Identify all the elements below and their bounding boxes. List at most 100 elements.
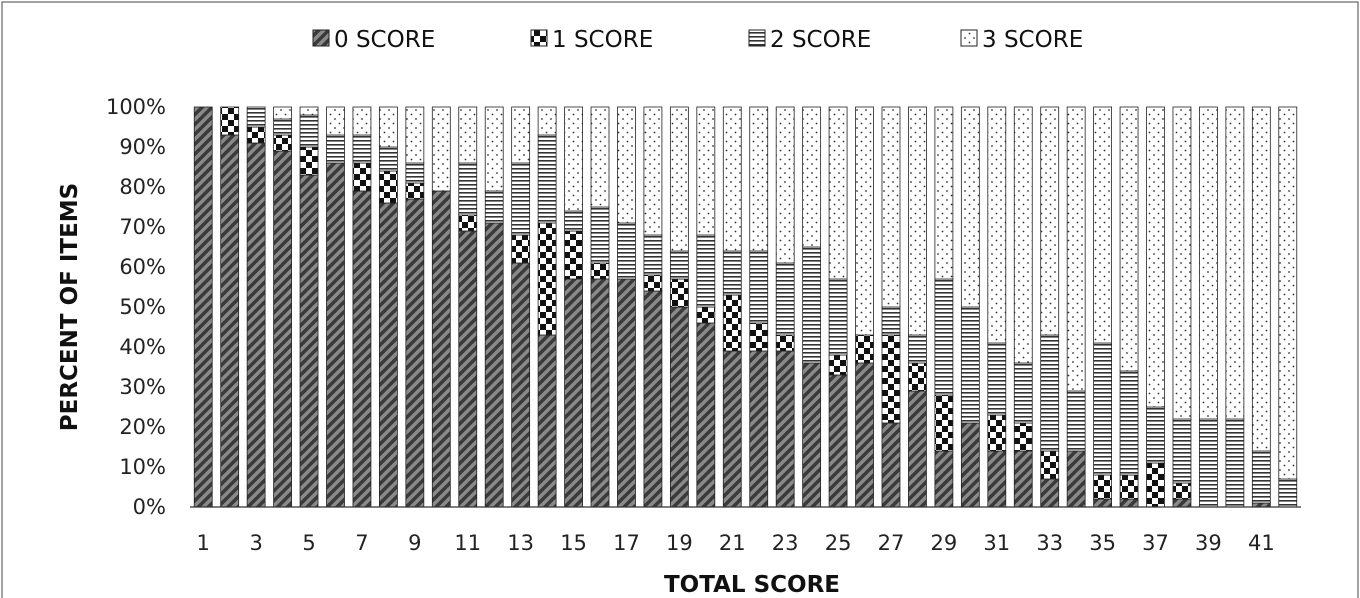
bar-segment-1-score xyxy=(722,294,742,352)
y-tick-label: 90% xyxy=(119,135,166,159)
bar-segment-1-score xyxy=(934,394,954,452)
bar-segment-1-score xyxy=(1172,482,1192,500)
bar-stack xyxy=(220,106,240,508)
bar-stack xyxy=(1199,106,1218,508)
y-tick-label: 60% xyxy=(119,255,166,279)
bar-segment-3-score xyxy=(908,106,927,336)
bar-stack xyxy=(987,106,1007,508)
bar-segment-1-score xyxy=(643,274,663,292)
legend-label-0-score: 0 SCORE xyxy=(334,27,435,53)
bar-segment-1-score xyxy=(352,162,372,192)
bar-segment-0-score xyxy=(484,222,504,508)
x-tick-label: 29 xyxy=(931,531,958,555)
x-tick-label: 7 xyxy=(355,531,368,555)
x-axis-title: TOTAL SCORE xyxy=(664,572,840,598)
y-tick-label: 0% xyxy=(133,495,166,519)
bar-stack xyxy=(299,106,319,508)
bar-segment-2-score xyxy=(1093,342,1113,476)
bar-segment-3-score xyxy=(643,106,663,236)
x-tick-label: 41 xyxy=(1248,531,1275,555)
x-tick-label: 27 xyxy=(878,531,905,555)
bar-segment-3-score xyxy=(1013,106,1033,364)
bar-segment-0-score xyxy=(908,390,927,508)
bar-segment-1-score xyxy=(881,334,901,424)
bar-segment-3-score xyxy=(1146,106,1165,408)
bar-segment-0-score xyxy=(643,290,663,508)
y-tick-label: 10% xyxy=(119,455,166,479)
bar-segment-3-score xyxy=(1040,106,1060,336)
bar-stack xyxy=(617,106,636,508)
bar-segment-1-score xyxy=(564,230,583,280)
bar-segment-2-score xyxy=(669,250,689,280)
y-tick-label: 50% xyxy=(119,295,166,319)
bar-stack xyxy=(1093,106,1113,508)
bar-segment-0-score xyxy=(273,150,292,508)
bar-segment-1-score xyxy=(299,146,319,176)
bar-segment-2-score xyxy=(299,114,319,148)
bar-segment-0-score xyxy=(299,174,319,508)
bar-segment-1-score xyxy=(987,414,1007,452)
bar-segment-1-score xyxy=(378,170,398,204)
bar-segment-0-score xyxy=(934,450,954,508)
bar-segment-2-score xyxy=(564,210,583,232)
bar-segment-2-score xyxy=(828,278,848,356)
legend-swatch-2-score xyxy=(748,29,766,47)
bar-segment-1-score xyxy=(908,362,927,392)
legend-item-0-score: 0 SCORE xyxy=(312,27,435,53)
bar-segment-1-score xyxy=(590,262,610,280)
x-tick-label: 35 xyxy=(1089,531,1116,555)
bar-segment-3-score xyxy=(590,106,610,208)
x-tick-label: 31 xyxy=(983,531,1010,555)
bar-segment-3-score xyxy=(828,106,848,280)
bar-segment-3-score xyxy=(1225,106,1245,420)
bar-segment-0-score xyxy=(378,202,398,508)
bar-stack xyxy=(273,106,292,508)
bar-segment-1-score xyxy=(1093,474,1113,500)
x-axis-ticks: 1 3 5 7 9 11 13 15 17 19 21 23 25 27 29 31 33 35 37 39 41 xyxy=(197,531,1275,555)
bar-segment-2-score xyxy=(934,278,954,396)
bar-segment-3-score xyxy=(511,106,531,164)
x-tick-label: 21 xyxy=(719,531,746,555)
bar-segment-0-score xyxy=(590,278,610,508)
bar-segment-0-score xyxy=(431,190,451,508)
bar-stack xyxy=(855,106,874,508)
bar-segment-0-score xyxy=(881,422,901,508)
bar-segment-3-score xyxy=(431,106,451,192)
bar-segment-2-score xyxy=(511,162,531,236)
bar-segment-0-score xyxy=(511,262,531,508)
bar-segment-0-score xyxy=(960,422,980,508)
bar-stack xyxy=(643,106,663,508)
bar-segment-2-score xyxy=(246,106,266,128)
bar-stack xyxy=(669,106,689,508)
legend-swatch-3-score xyxy=(960,29,978,47)
y-tick-label: 70% xyxy=(119,215,166,239)
bar-stack xyxy=(1013,106,1033,508)
bar-segment-0-score xyxy=(696,322,716,508)
bar-stack xyxy=(1278,106,1298,508)
bar-stack xyxy=(881,106,901,508)
bar-segment-0-score xyxy=(220,134,240,508)
bar-segment-3-score xyxy=(1278,106,1298,480)
bar-segment-3-score xyxy=(722,106,742,252)
bar-segment-0-score xyxy=(352,190,372,508)
y-tick-label: 20% xyxy=(119,415,166,439)
bar-segment-0-score xyxy=(458,230,478,508)
bar-segment-3-score xyxy=(299,106,319,116)
bar-segment-2-score xyxy=(1225,418,1245,508)
bar-segment-3-score xyxy=(1093,106,1113,344)
bar-segment-0-score xyxy=(1172,498,1192,508)
bar-segment-2-score xyxy=(352,134,372,164)
bar-segment-3-score xyxy=(484,106,504,192)
legend-label-2-score: 2 SCORE xyxy=(770,27,871,53)
bar-segment-0-score xyxy=(987,450,1007,508)
bar-segment-3-score xyxy=(960,106,980,308)
x-tick-label: 23 xyxy=(772,531,799,555)
bar-segment-0-score xyxy=(246,142,266,508)
bar-segment-2-score xyxy=(273,118,292,136)
bar-segment-2-score xyxy=(405,162,425,184)
bar-stack xyxy=(458,106,478,508)
legend-label-3-score: 3 SCORE xyxy=(982,27,1083,53)
x-tick-label: 19 xyxy=(666,531,693,555)
bar-stack xyxy=(775,106,795,508)
